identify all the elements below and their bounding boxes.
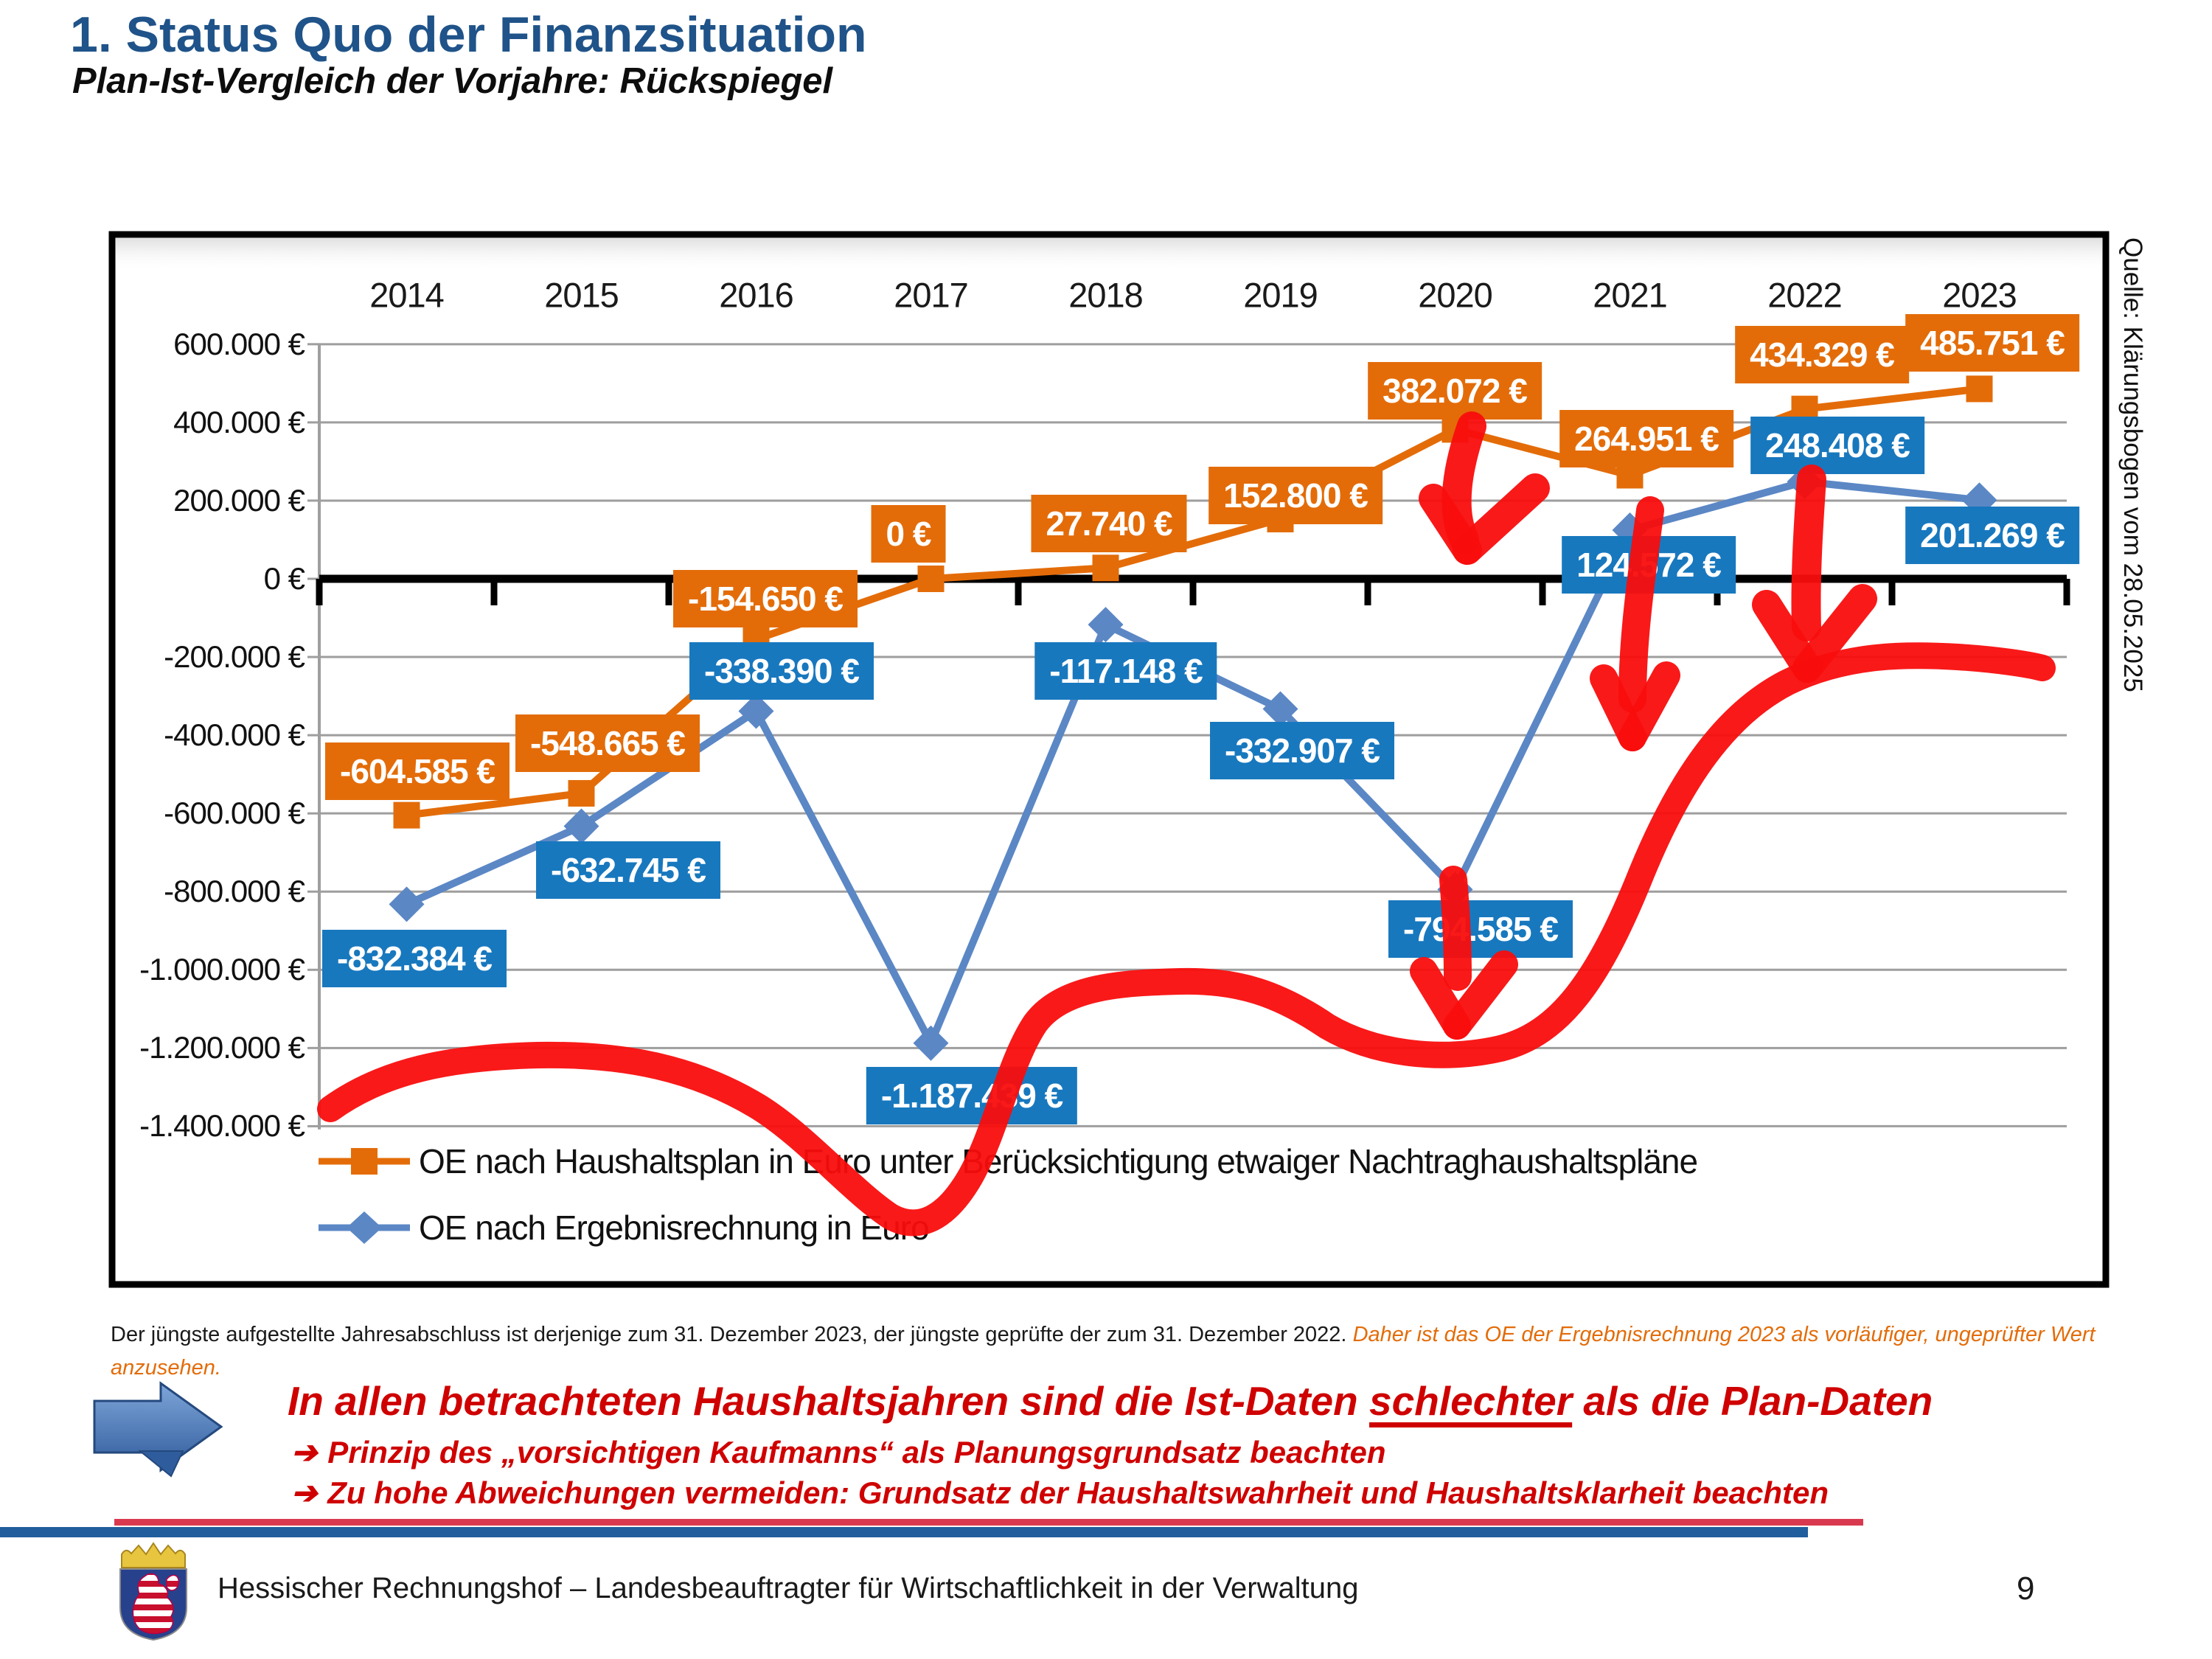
y-axis-label: -600.000 € bbox=[164, 796, 305, 831]
footer-divider-red bbox=[114, 1519, 1863, 1526]
y-axis-label: 600.000 € bbox=[173, 326, 305, 361]
page-subtitle: Plan-Ist-Vergleich der Vorjahre: Rückspi… bbox=[72, 61, 833, 101]
footer-divider-blue bbox=[0, 1527, 1808, 1537]
y-axis-label: -800.000 € bbox=[164, 874, 305, 909]
data-label-plan-2016: -154.650 € bbox=[673, 570, 858, 627]
callout-bullet-1: ➔ Prinzip des „vorsichtigen Kaufmanns“ al… bbox=[291, 1435, 1386, 1470]
data-label-plan-2014: -604.585 € bbox=[325, 742, 509, 800]
blue-block-arrow bbox=[93, 1381, 223, 1478]
y-axis-label: -400.000 € bbox=[164, 717, 305, 753]
y-axis-label: -1.000.000 € bbox=[139, 952, 305, 987]
bullet-arrow-icon: ➔ bbox=[291, 1435, 318, 1470]
data-label-plan-2023: 485.751 € bbox=[1905, 314, 2079, 372]
y-axis-label: -200.000 € bbox=[164, 639, 305, 675]
x-axis-label-2022: 2022 bbox=[1767, 275, 1843, 315]
y-axis-label: -1.400.000 € bbox=[139, 1108, 305, 1144]
callout-headline-emph: schlechter bbox=[1369, 1378, 1573, 1424]
data-label-ist-2022: 248.408 € bbox=[1750, 417, 1924, 474]
bullet-arrow-icon: ➔ bbox=[291, 1475, 318, 1510]
y-axis-label: 0 € bbox=[263, 561, 305, 596]
x-axis-label-2015: 2015 bbox=[544, 275, 619, 315]
x-axis-label-2018: 2018 bbox=[1068, 275, 1144, 315]
callout-bullet-2: ➔ Zu hohe Abweichungen vermeiden: Grundsa… bbox=[291, 1475, 1829, 1510]
marker-diamond-2017 bbox=[913, 1025, 949, 1061]
legend-label-ist: OE nach Ergebnisrechnung in Euro bbox=[419, 1208, 930, 1247]
x-axis-label-2017: 2017 bbox=[894, 275, 969, 315]
legend-label-plan: OE nach Haushaltsplan in Euro unter Berü… bbox=[419, 1142, 1698, 1180]
legend-marker-square-icon bbox=[319, 1148, 410, 1175]
data-label-plan-2021: 264.951 € bbox=[1559, 410, 1733, 467]
marker-diamond-2015 bbox=[563, 808, 599, 844]
data-label-plan-2018: 27.740 € bbox=[1031, 495, 1187, 552]
marker-square-2020 bbox=[1441, 416, 1469, 443]
data-label-ist-2023: 201.269 € bbox=[1905, 507, 2079, 564]
y-axis-label: 200.000 € bbox=[173, 482, 305, 518]
red-arrow-2020-upper bbox=[1441, 411, 1486, 554]
data-label-ist-2017: -1.187.439 € bbox=[866, 1067, 1078, 1124]
data-label-ist-2015: -632.745 € bbox=[536, 841, 720, 899]
data-label-plan-2015: -548.665 € bbox=[515, 714, 700, 772]
marker-square-2014 bbox=[393, 801, 420, 829]
source-note: Quelle: Klärungsbogen vom 28.05.2025 bbox=[2118, 237, 2147, 692]
red-arrow-2022 bbox=[1791, 465, 1826, 641]
footnote-black: Der jüngste aufgestellte Jahresabschluss… bbox=[111, 1323, 1353, 1346]
x-axis-label-2014: 2014 bbox=[369, 275, 445, 315]
marker-diamond-2014 bbox=[389, 886, 425, 922]
data-label-plan-2019: 152.800 € bbox=[1208, 467, 1382, 524]
marker-square-2023 bbox=[1966, 375, 1993, 403]
data-label-ist-2016: -338.390 € bbox=[689, 642, 874, 700]
x-axis-label-2023: 2023 bbox=[1942, 275, 2017, 315]
marker-diamond-2018 bbox=[1088, 607, 1124, 643]
data-label-ist-2020: -794.585 € bbox=[1388, 900, 1573, 958]
footer-text: Hessischer Rechnungshof – Landesbeauftra… bbox=[218, 1572, 1359, 1604]
x-axis-label-2016: 2016 bbox=[719, 275, 794, 315]
data-label-ist-2019: -332.907 € bbox=[1210, 722, 1394, 779]
footnote: Der jüngste aufgestellte Jahresabschluss… bbox=[111, 1318, 2131, 1385]
y-axis-label: 400.000 € bbox=[173, 404, 305, 439]
x-axis-label-2020: 2020 bbox=[1418, 275, 1493, 315]
marker-square-2015 bbox=[568, 779, 595, 807]
callout-headline-post: als die Plan-Daten bbox=[1572, 1378, 1933, 1424]
x-axis-label-2021: 2021 bbox=[1593, 275, 1668, 315]
marker-square-2017 bbox=[917, 566, 945, 592]
callout-headline: In allen betrachteten Haushaltsjahren si… bbox=[288, 1377, 1933, 1425]
legend-item-ist: OE nach Ergebnisrechnung in Euro bbox=[316, 1208, 930, 1248]
x-axis-label-2019: 2019 bbox=[1243, 275, 1318, 315]
data-label-plan-2020: 382.072 € bbox=[1368, 362, 1542, 420]
hessen-coat-of-arms bbox=[119, 1542, 187, 1641]
data-label-plan-2022: 434.329 € bbox=[1735, 326, 1909, 383]
legend-marker-diamond-icon bbox=[319, 1211, 410, 1244]
marker-square-2018 bbox=[1092, 554, 1119, 582]
data-label-ist-2018: -117.148 € bbox=[1034, 642, 1217, 700]
callout-headline-pre: In allen betrachteten Haushaltsjahren si… bbox=[288, 1378, 1370, 1424]
footnote-orange: Daher ist das OE der Ergebnisrechnung 20… bbox=[111, 1323, 2096, 1380]
legend-item-plan: OE nach Haushaltsplan in Euro unter Berü… bbox=[316, 1141, 1698, 1181]
data-label-plan-2017: 0 € bbox=[871, 505, 946, 563]
data-label-ist-2014: -832.384 € bbox=[322, 930, 507, 987]
page-number: 9 bbox=[2017, 1571, 2035, 1607]
data-label-ist-2021: 124.572 € bbox=[1562, 536, 1736, 594]
page-title: 1. Status Quo der Finanzsituation bbox=[70, 7, 867, 63]
y-axis-label: -1.200.000 € bbox=[139, 1030, 305, 1065]
